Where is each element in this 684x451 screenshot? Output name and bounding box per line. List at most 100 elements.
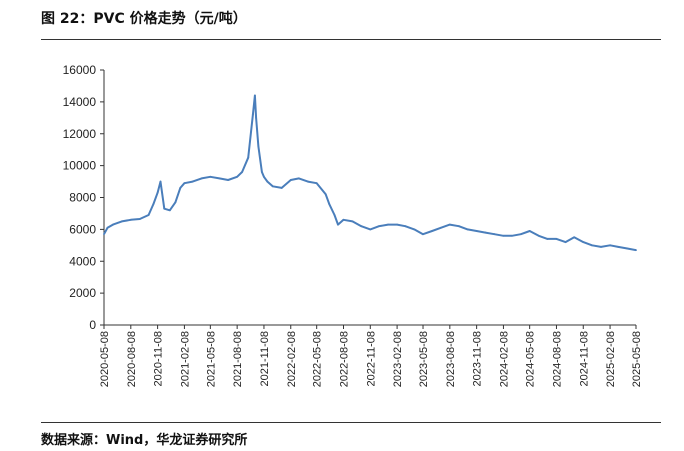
- x-tick-label: 2025-05-08: [631, 331, 643, 387]
- data-point: [378, 225, 380, 228]
- data-point: [617, 246, 620, 248]
- data-point: [271, 185, 274, 188]
- data-point: [431, 230, 433, 232]
- data-point: [156, 191, 159, 194]
- x-tick-label: 2023-08-08: [445, 331, 457, 387]
- data-point: [200, 177, 203, 180]
- data-point: [307, 180, 309, 183]
- y-tick-label: 6000: [69, 222, 96, 236]
- data-point: [555, 238, 558, 240]
- data-point: [168, 209, 171, 212]
- data-point: [324, 193, 327, 196]
- x-tick-label: 2024-11-08: [578, 331, 590, 386]
- y-tick-label: 4000: [69, 254, 96, 268]
- data-point: [191, 180, 194, 183]
- data-point: [351, 220, 354, 223]
- data-point: [564, 241, 567, 244]
- data-point: [573, 236, 576, 239]
- data-point: [457, 225, 460, 228]
- series-line: [103, 94, 637, 252]
- y-tick-label: 16000: [63, 63, 97, 77]
- x-tick-label: 2021-05-08: [205, 331, 217, 387]
- data-point: [520, 233, 522, 236]
- data-point: [147, 214, 150, 216]
- data-point: [254, 94, 256, 97]
- x-tick-label: 2020-11-08: [153, 331, 165, 386]
- x-tick-label: 2025-02-08: [605, 331, 617, 387]
- data-point: [266, 180, 269, 183]
- data-point: [152, 202, 155, 205]
- data-point: [209, 175, 212, 178]
- x-tick-label: 2023-02-08: [392, 331, 404, 387]
- data-point: [280, 187, 283, 189]
- price-line-chart: 0 2000 4000 6000 8000 10000 12000 14000 16000 20…: [63, 63, 643, 387]
- data-point: [106, 226, 109, 229]
- y-tick-label: 14000: [63, 95, 97, 109]
- data-point: [247, 156, 250, 159]
- y-tick-label: 10000: [63, 159, 97, 173]
- data-point: [626, 247, 629, 250]
- data-point: [546, 238, 549, 240]
- data-point: [129, 218, 132, 221]
- bottom-rule: [41, 422, 661, 423]
- x-tick-label: 2024-08-08: [551, 331, 563, 387]
- data-point: [510, 234, 513, 237]
- data-point: [413, 228, 416, 231]
- data-point: [227, 179, 230, 181]
- x-tick-label: 2023-11-08: [472, 331, 484, 386]
- x-tick-label: 2020-08-08: [126, 331, 138, 387]
- x-tick-label: 2023-05-08: [418, 331, 430, 387]
- data-point: [484, 231, 487, 234]
- data-point: [236, 175, 239, 178]
- data-point: [360, 225, 363, 228]
- data-point: [396, 223, 398, 226]
- data-point: [600, 246, 602, 248]
- data-source-note: 数据来源：Wind，华龙证券研究所: [41, 433, 248, 448]
- data-point: [337, 223, 339, 226]
- data-point: [257, 145, 260, 148]
- y-tick-label: 12000: [63, 127, 97, 141]
- x-tick-label: 2022-11-08: [365, 331, 377, 386]
- data-point: [103, 233, 105, 236]
- data-point: [466, 228, 469, 231]
- x-tick-label: 2022-08-08: [338, 331, 350, 387]
- data-point: [112, 223, 114, 226]
- y-tick-label: 0: [89, 318, 96, 332]
- data-point: [159, 180, 162, 183]
- data-point: [493, 233, 496, 236]
- x-tick-label: 2021-11-08: [259, 331, 271, 386]
- x-tick-label: 2022-02-08: [286, 331, 298, 387]
- x-tick-label: 2020-05-08: [99, 331, 111, 387]
- data-point: [328, 202, 331, 205]
- data-point: [183, 182, 186, 185]
- x-tick-label: 2021-02-08: [179, 331, 191, 387]
- data-point: [255, 116, 257, 119]
- data-point: [261, 171, 263, 173]
- data-point: [263, 175, 265, 178]
- data-point: [528, 230, 531, 232]
- data-point: [179, 187, 182, 189]
- data-point: [502, 234, 505, 237]
- x-tick-label: 2024-02-08: [498, 331, 510, 387]
- data-point: [289, 179, 292, 181]
- data-point: [315, 182, 318, 185]
- data-point: [218, 177, 221, 180]
- data-point: [609, 244, 611, 247]
- data-point: [439, 226, 442, 229]
- x-tick-label: 2021-08-08: [232, 331, 244, 387]
- x-axis: 2020-05-08 2020-08-08 2020-11-08 2021-02-08…: [99, 324, 643, 387]
- data-point: [251, 113, 254, 116]
- data-point: [537, 234, 540, 237]
- top-rule: [41, 39, 661, 40]
- data-point: [174, 201, 177, 204]
- data-point: [387, 223, 389, 226]
- data-point: [138, 218, 141, 220]
- y-tick-label: 8000: [69, 191, 96, 205]
- data-point: [475, 230, 478, 232]
- x-tick-label: 2024-05-08: [525, 331, 537, 387]
- data-point: [163, 207, 166, 210]
- figure-title: 图 22：PVC 价格走势（元/吨）: [41, 11, 247, 27]
- x-tick-label: 2022-05-08: [312, 331, 324, 387]
- data-point: [404, 225, 407, 228]
- data-point: [591, 244, 593, 247]
